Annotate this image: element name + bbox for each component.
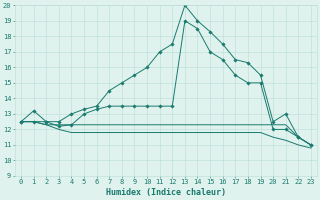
X-axis label: Humidex (Indice chaleur): Humidex (Indice chaleur) — [106, 188, 226, 197]
